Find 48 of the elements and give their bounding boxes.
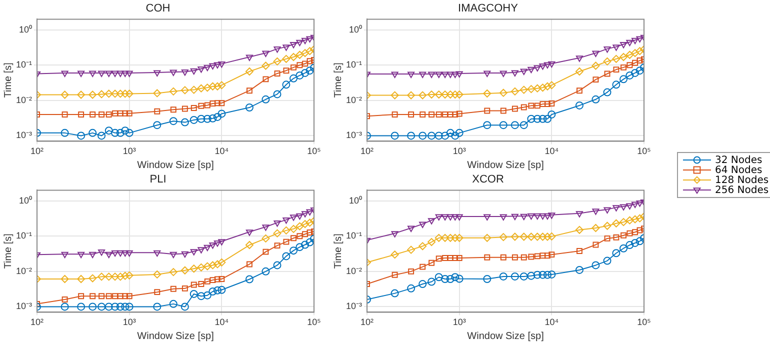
y-tick-label: 10⁻¹ (16, 60, 32, 70)
x-tick-label: 10³ (122, 317, 136, 328)
y-tick-label: 10⁻² (16, 266, 32, 276)
x-tick-label: 10⁵ (307, 317, 322, 328)
y-tick-label: 10⁻³ (16, 130, 32, 140)
y-axis-title: Time [s] (2, 62, 14, 98)
x-axis-title: Window Size [sp] (467, 330, 544, 342)
legend-label: 64 Nodes (715, 164, 762, 176)
x-tick-label: 10⁴ (544, 317, 559, 328)
x-tick-label: 10³ (122, 146, 136, 156)
y-axis-title: Time [s] (332, 62, 344, 98)
chart-title: COH (146, 2, 170, 15)
y-tick-label: 10⁻¹ (16, 230, 32, 241)
x-tick-label: 10⁴ (544, 146, 559, 156)
x-tick-label: 10⁴ (214, 317, 229, 328)
chart-title: XCOR (472, 174, 504, 186)
x-tick-label: 10³ (452, 317, 466, 328)
y-tick-label: 10⁰ (348, 24, 362, 34)
x-axis-title: Window Size [sp] (137, 160, 214, 171)
x-tick-label: 10⁴ (214, 146, 229, 156)
x-tick-label: 10⁵ (637, 317, 652, 328)
legend-label: 32 Nodes (715, 154, 762, 166)
x-axis-title: Window Size [sp] (137, 330, 214, 342)
y-tick-label: 10⁻³ (346, 130, 362, 140)
y-tick-label: 10⁻² (16, 94, 32, 105)
y-tick-label: 10⁻² (346, 94, 362, 105)
y-tick-label: 10⁰ (348, 195, 362, 206)
x-tick-label: 10² (30, 317, 44, 328)
y-axis-title: Time [s] (2, 233, 14, 269)
legend-label: 256 Nodes (715, 184, 769, 196)
x-tick-label: 10⁵ (307, 146, 322, 156)
chart-title: PLI (150, 174, 166, 186)
y-tick-label: 10⁰ (18, 195, 32, 206)
x-tick-label: 10² (360, 317, 374, 328)
y-tick-label: 10⁻³ (346, 301, 362, 312)
x-tick-label: 10³ (452, 146, 466, 156)
y-tick-label: 10⁻¹ (346, 230, 362, 241)
chart-title: IMAGCOHY (458, 2, 519, 15)
legend-label: 128 Nodes (715, 174, 769, 186)
x-axis-title: Window Size [sp] (467, 160, 544, 171)
y-tick-label: 10⁻² (346, 266, 362, 276)
x-tick-label: 10² (360, 146, 374, 156)
y-tick-label: 10⁰ (18, 24, 32, 34)
x-tick-label: 10² (30, 146, 44, 156)
x-tick-label: 10⁵ (637, 146, 652, 156)
y-tick-label: 10⁻³ (16, 301, 32, 312)
y-axis-title: Time [s] (332, 233, 344, 269)
y-tick-label: 10⁻¹ (346, 60, 362, 70)
